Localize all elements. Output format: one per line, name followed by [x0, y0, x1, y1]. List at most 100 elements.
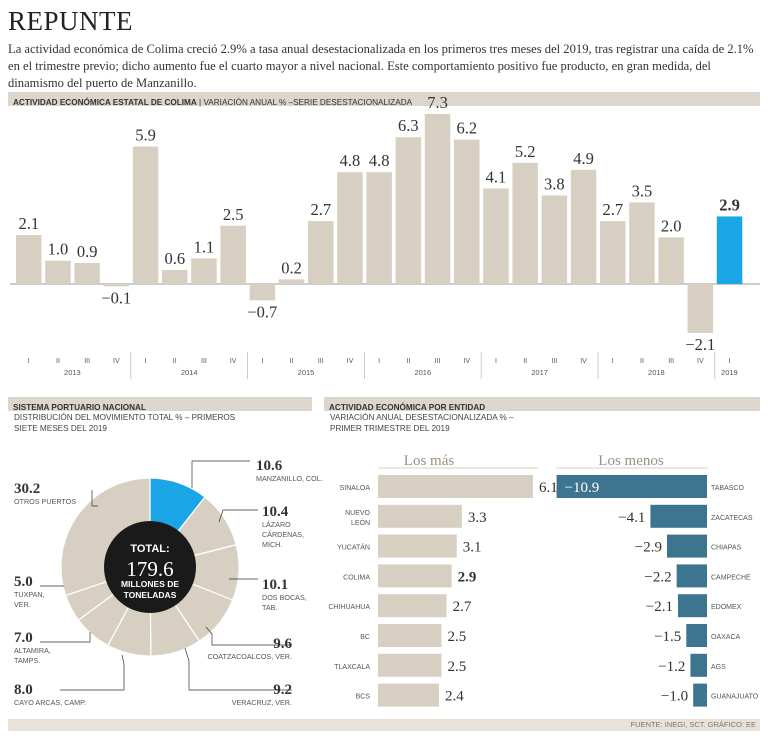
colima-bar [308, 221, 334, 284]
port-leader-line [184, 647, 292, 691]
colima-bar [191, 258, 217, 284]
colima-bar [483, 188, 509, 284]
colima-value-label: 1.0 [48, 240, 69, 259]
header-los-menos: Los menos [598, 453, 664, 469]
port-name-label: CAYO ARCAS, CAMP. [14, 698, 86, 707]
colima-value-label: 2.5 [223, 205, 244, 224]
colima-value-label: 5.9 [135, 126, 156, 145]
colima-bar [220, 225, 246, 284]
colima-bar [132, 146, 159, 284]
port-name-label: MANZANILLO, COL. [256, 474, 323, 483]
quarter-tick-label: II [523, 358, 527, 365]
state-bottom-bar [666, 534, 707, 558]
state-top-bar [378, 594, 447, 618]
port-value-label: 30.2 [14, 481, 40, 497]
state-top-name: NUEVO [345, 510, 370, 517]
state-bottom-value: −1.5 [654, 629, 681, 645]
state-top-bar [378, 564, 452, 588]
state-top-value: 2.4 [445, 689, 464, 705]
quarter-tick-label: I [28, 358, 30, 365]
quarter-tick-label: III [84, 358, 90, 365]
colima-bar [687, 284, 714, 333]
colima-value-label: 7.3 [427, 93, 448, 112]
ports-subtitle-line1: DISTRIBUCIÓN DEL MOVIMIENTO TOTAL % – PR… [14, 413, 236, 422]
year-label: 2015 [298, 368, 315, 377]
colima-bar [162, 270, 188, 284]
state-bottom-value: −10.9 [565, 480, 600, 496]
colima-value-label: 4.9 [573, 149, 594, 168]
state-bottom-name: CHIAPAS [711, 545, 742, 552]
colima-bar [454, 139, 480, 284]
section-title-colima: ACTIVIDAD ECONÓMICA ESTATAL DE COLIMA [13, 98, 197, 107]
colima-value-label: 0.6 [164, 249, 185, 268]
state-bottom-bar [676, 564, 707, 588]
state-bottom-bar [686, 624, 707, 647]
port-value-label: 10.4 [262, 504, 289, 520]
state-bottom-name: GUANAJUATO [711, 694, 759, 701]
state-bottom-value: −1.2 [658, 659, 685, 675]
state-top-name: COLIMA [343, 574, 370, 581]
state-bottom-name: CAMPECHE [711, 574, 751, 581]
total-title: TOTAL: [130, 543, 169, 555]
total-unit-line2: TONELADAS [124, 590, 177, 600]
port-leader-line [40, 632, 91, 643]
port-value-label: 8.0 [14, 682, 33, 698]
colima-value-label: 2.7 [602, 200, 623, 219]
section-bar-states: ACTIVIDAD ECONÓMICA POR ENTIDAD [324, 397, 760, 412]
quarter-tick-label: I [612, 358, 614, 365]
section-title-states: ACTIVIDAD ECONÓMICA POR ENTIDAD [329, 403, 486, 412]
port-name-label: ALTAMIRA, [14, 646, 51, 655]
state-bottom-value: −2.1 [646, 599, 673, 615]
quarter-tick-label: I [495, 358, 497, 365]
colima-bar [570, 169, 597, 284]
colima-bar [103, 284, 130, 287]
state-top-value: 3.3 [468, 510, 487, 526]
state-top-bar [378, 624, 442, 647]
state-bottom-bar [556, 475, 707, 498]
ports-subtitle-line2: SIETE MESES DEL 2019 [14, 424, 107, 433]
port-leader-line [218, 509, 258, 523]
quarter-tick-label: II [640, 358, 644, 365]
colima-value-label: 1.1 [194, 237, 215, 256]
port-value-label: 10.6 [256, 458, 283, 474]
colima-bar [366, 172, 392, 284]
port-name-label: VERACRUZ, VER. [232, 698, 292, 707]
colima-value-label: 3.8 [544, 174, 565, 193]
state-top-bar [378, 504, 462, 528]
state-bottom-name: EDOMEX [711, 604, 742, 611]
colima-value-label: 2.7 [310, 200, 331, 219]
quarter-tick-label: I [261, 358, 263, 365]
colima-bar [278, 279, 305, 284]
state-bottom-bar [678, 594, 707, 618]
colima-bar [600, 221, 626, 284]
port-name-label: TUXPAN, [14, 590, 45, 599]
quarter-tick-label: I [145, 358, 147, 365]
colima-value-label: 4.8 [369, 151, 390, 170]
state-bottom-value: −2.9 [635, 540, 662, 556]
state-bottom-bar [693, 683, 707, 707]
state-top-value: 6.1 [539, 480, 558, 496]
section-bar-ports: SISTEMA PORTUARIO NACIONAL [8, 397, 312, 412]
section-title-ports: SISTEMA PORTUARIO NACIONAL [13, 403, 146, 412]
quarter-tick-label: II [56, 358, 60, 365]
colima-value-label: 3.5 [632, 181, 653, 200]
year-label: 2013 [64, 368, 81, 377]
state-top-bar [378, 653, 442, 677]
donut-center [104, 521, 196, 613]
port-value-label: 9.6 [273, 636, 292, 652]
colima-bar [16, 235, 42, 284]
port-name-label: TAB. [262, 603, 277, 612]
colima-bar [541, 195, 568, 284]
quarter-tick-label: I [729, 358, 731, 365]
state-bottom-bar [650, 504, 707, 528]
states-subtitle-line2: PRIMER TRIMESTRE DEL 2019 [330, 424, 450, 433]
year-label: 2014 [181, 368, 198, 377]
colima-bar [658, 237, 684, 284]
colima-value-label: 2.9 [719, 195, 740, 214]
quarter-tick-label: III [435, 358, 441, 365]
colima-bar [716, 216, 743, 284]
section-subtitle-colima: | VARIACIÓN ANUAL % –SERIE DESESTACIONAL… [199, 98, 413, 107]
colima-bar [395, 137, 422, 284]
colima-bar [424, 113, 451, 284]
state-top-value: 2.5 [448, 629, 467, 645]
